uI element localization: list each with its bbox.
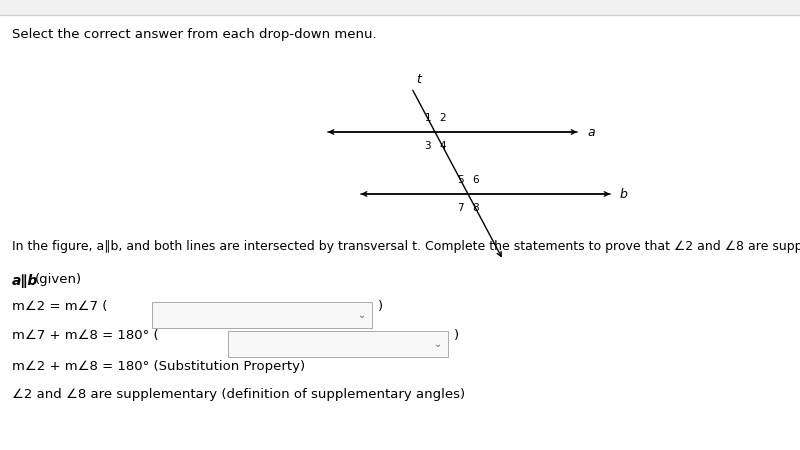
Text: 1: 1: [424, 113, 431, 123]
Text: ⌄: ⌄: [434, 339, 442, 349]
Text: ∠2 and ∠8 are supplementary (definition of supplementary angles): ∠2 and ∠8 are supplementary (definition …: [12, 388, 465, 401]
Text: 3: 3: [424, 141, 431, 151]
Text: b: b: [620, 188, 628, 201]
Text: m∠7 + m∠8 = 180° (: m∠7 + m∠8 = 180° (: [12, 329, 158, 342]
FancyBboxPatch shape: [152, 302, 372, 328]
Text: 2: 2: [439, 113, 446, 123]
Text: (given): (given): [35, 273, 82, 286]
Text: Select the correct answer from each drop-down menu.: Select the correct answer from each drop…: [12, 28, 377, 41]
Text: m∠2 = m∠7 (: m∠2 = m∠7 (: [12, 300, 107, 313]
Text: 6: 6: [472, 175, 478, 185]
Text: 7: 7: [458, 203, 464, 213]
Text: ): ): [454, 329, 459, 342]
Text: a∥b: a∥b: [12, 274, 38, 288]
Text: In the figure, a∥b, and both lines are intersected by transversal t. Complete th: In the figure, a∥b, and both lines are i…: [12, 240, 800, 253]
Text: 4: 4: [439, 141, 446, 151]
Text: m∠2 + m∠8 = 180° (Substitution Property): m∠2 + m∠8 = 180° (Substitution Property): [12, 360, 305, 373]
Text: a: a: [587, 126, 594, 139]
Text: 5: 5: [458, 175, 464, 185]
Bar: [0, 0, 800, 15]
Text: ): ): [378, 300, 383, 313]
Text: t: t: [417, 73, 422, 86]
Text: 8: 8: [472, 203, 478, 213]
Text: ⌄: ⌄: [358, 310, 366, 320]
FancyBboxPatch shape: [228, 331, 448, 357]
